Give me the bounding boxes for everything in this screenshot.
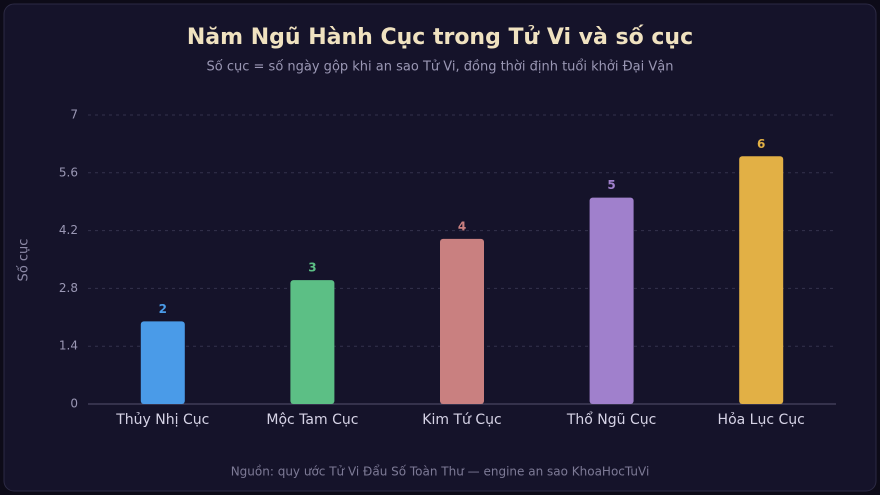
bar bbox=[589, 197, 634, 404]
y-tick-label: 5.6 bbox=[59, 165, 78, 179]
bar bbox=[440, 238, 484, 404]
y-tick-label: 0 bbox=[70, 397, 78, 411]
x-tick-label: Mộc Tam Cục bbox=[266, 412, 358, 428]
x-tick-label: Hỏa Lục Cục bbox=[718, 412, 805, 428]
data-label: 3 bbox=[308, 261, 316, 275]
y-tick-label: 7 bbox=[70, 108, 78, 122]
bar bbox=[739, 156, 784, 404]
chart-subtitle: Số cục = số ngày gộp khi an sao Tử Vi, đ… bbox=[207, 60, 674, 75]
bar bbox=[140, 321, 185, 404]
y-tick-label: 1.4 bbox=[59, 339, 78, 353]
y-tick-label: 2.8 bbox=[59, 281, 78, 295]
data-label: 4 bbox=[458, 219, 466, 233]
x-tick-label: Thủy Nhị Cục bbox=[115, 412, 209, 428]
data-label: 5 bbox=[607, 178, 615, 192]
data-label: 2 bbox=[159, 302, 167, 316]
source-note: Nguồn: quy ước Tử Vi Đẩu Số Toàn Thư — e… bbox=[231, 465, 650, 479]
y-tick-label: 4.2 bbox=[59, 223, 78, 237]
bar bbox=[290, 280, 335, 404]
x-tick-label: Kim Tứ Cục bbox=[422, 412, 501, 428]
y-axis-label: Số cục bbox=[17, 239, 32, 282]
chart-title: Năm Ngũ Hành Cục trong Tử Vi và số cục bbox=[187, 25, 693, 50]
data-label: 6 bbox=[757, 137, 765, 151]
x-tick-label: Thổ Ngũ Cục bbox=[566, 411, 656, 428]
